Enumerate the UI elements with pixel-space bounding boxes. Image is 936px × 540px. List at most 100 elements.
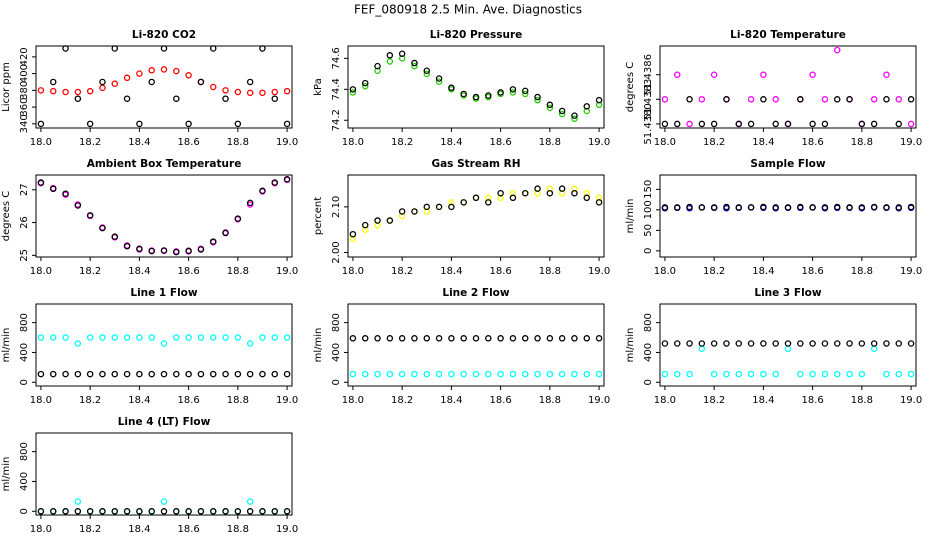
point bbox=[62, 190, 69, 197]
point bbox=[472, 335, 480, 342]
point bbox=[497, 89, 504, 96]
x-tick-label: 18.8 bbox=[539, 266, 561, 277]
point bbox=[398, 50, 406, 57]
point bbox=[283, 334, 291, 341]
x-tick-label: 18.6 bbox=[177, 524, 199, 535]
point bbox=[349, 335, 357, 342]
point bbox=[760, 96, 767, 103]
point bbox=[173, 508, 180, 515]
point bbox=[698, 96, 706, 103]
point bbox=[772, 370, 779, 378]
point bbox=[349, 230, 357, 238]
point bbox=[74, 498, 82, 505]
point bbox=[37, 370, 45, 378]
y-tick-label: 51.4386 bbox=[643, 54, 654, 95]
point bbox=[111, 45, 119, 52]
x-tick-label: 18.4 bbox=[440, 266, 462, 277]
x-tick-label: 19.0 bbox=[588, 395, 610, 406]
y-tick-label: 0 bbox=[643, 248, 654, 254]
point bbox=[361, 370, 369, 378]
point bbox=[386, 217, 394, 224]
point bbox=[772, 204, 779, 211]
point bbox=[74, 370, 82, 378]
point bbox=[271, 88, 279, 96]
point bbox=[809, 204, 816, 211]
point bbox=[821, 340, 829, 347]
point bbox=[809, 340, 816, 347]
point bbox=[349, 370, 357, 378]
point bbox=[74, 340, 82, 347]
point bbox=[185, 72, 192, 79]
point bbox=[123, 370, 131, 378]
x-tick-label: 19.0 bbox=[276, 137, 298, 148]
x-tick-label: 18.6 bbox=[489, 266, 511, 277]
x-tick-label: 18.4 bbox=[752, 395, 774, 406]
x-tick-label: 18.6 bbox=[177, 266, 199, 277]
point bbox=[460, 370, 467, 378]
x-tick-label: 19.0 bbox=[900, 266, 922, 277]
point bbox=[62, 88, 69, 96]
y-axis-label: kPa bbox=[313, 78, 324, 96]
point bbox=[673, 340, 681, 347]
point bbox=[271, 179, 279, 186]
point bbox=[123, 508, 131, 515]
y-tick-label: 74.2 bbox=[331, 109, 342, 131]
point bbox=[546, 189, 554, 197]
point bbox=[111, 80, 119, 87]
point bbox=[435, 370, 443, 378]
x-tick-label: 18.8 bbox=[227, 395, 249, 406]
point bbox=[895, 120, 903, 128]
point bbox=[271, 370, 279, 378]
point bbox=[485, 370, 492, 378]
point bbox=[246, 498, 254, 505]
x-tick-label: 18.8 bbox=[227, 524, 249, 535]
point bbox=[99, 224, 106, 232]
point bbox=[197, 370, 205, 378]
point bbox=[895, 96, 903, 103]
y-axis-label: degrees C bbox=[1, 191, 12, 241]
point bbox=[283, 508, 291, 515]
point bbox=[747, 96, 755, 103]
y-tick-label: 400 bbox=[643, 343, 654, 362]
point bbox=[37, 179, 45, 186]
point bbox=[99, 78, 106, 86]
y-tick-label: 800 bbox=[643, 313, 654, 332]
point bbox=[361, 79, 369, 87]
point bbox=[858, 120, 866, 128]
point bbox=[123, 74, 131, 82]
point bbox=[686, 96, 693, 103]
x-tick-label: 18.4 bbox=[128, 266, 150, 277]
point bbox=[583, 103, 591, 110]
point bbox=[472, 93, 480, 101]
plot-frame bbox=[35, 45, 293, 129]
point bbox=[895, 204, 903, 211]
x-tick-label: 18.0 bbox=[30, 395, 52, 406]
y-axis-label: Licor ppm bbox=[1, 62, 12, 112]
point bbox=[136, 334, 143, 341]
point bbox=[509, 89, 517, 96]
point bbox=[673, 204, 681, 211]
y-tick-label: 74.4 bbox=[331, 78, 342, 100]
point bbox=[833, 203, 841, 211]
point bbox=[821, 120, 829, 128]
y-tick-label: 27 bbox=[19, 183, 30, 196]
point bbox=[99, 84, 106, 92]
point bbox=[246, 340, 254, 347]
point bbox=[661, 370, 669, 378]
y-tick-label: 800 bbox=[19, 313, 30, 332]
point bbox=[497, 189, 504, 197]
point bbox=[62, 334, 69, 341]
point bbox=[558, 107, 566, 115]
x-tick-label: 18.4 bbox=[752, 137, 774, 148]
point bbox=[423, 67, 431, 75]
x-tick-label: 18.6 bbox=[177, 137, 199, 148]
y-tick-label: 340 bbox=[19, 114, 30, 133]
point bbox=[173, 334, 180, 341]
point bbox=[673, 370, 681, 378]
x-tick-label: 18.6 bbox=[801, 137, 823, 148]
y-axis-label: degrees C bbox=[625, 62, 636, 112]
x-tick-label: 18.4 bbox=[440, 395, 462, 406]
point bbox=[485, 92, 492, 99]
point bbox=[197, 508, 205, 515]
point bbox=[234, 120, 242, 128]
